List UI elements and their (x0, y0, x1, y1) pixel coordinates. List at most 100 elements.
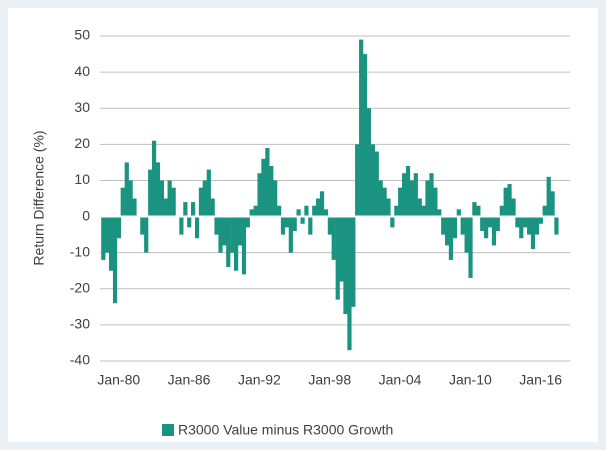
y-tick-label: 40 (74, 63, 90, 79)
bar (476, 205, 481, 217)
bar (519, 216, 524, 239)
bar (124, 162, 129, 217)
bar (409, 180, 415, 217)
bar (284, 216, 289, 228)
bar (269, 166, 274, 217)
x-tick-label: Jan-10 (449, 372, 492, 388)
bar (487, 216, 493, 228)
bar (382, 187, 387, 217)
y-tick-label: 0 (82, 207, 90, 223)
bar (280, 216, 286, 235)
bar (401, 173, 407, 217)
bar (237, 216, 243, 246)
bar (374, 151, 379, 217)
bar (304, 205, 309, 217)
bar (343, 216, 348, 315)
bar (437, 209, 442, 217)
bar (355, 144, 360, 217)
bar (480, 216, 485, 231)
bar (484, 216, 489, 239)
y-tick-label: -10 (70, 243, 90, 259)
bar (140, 216, 145, 235)
bar (441, 216, 446, 235)
y-tick-label: -20 (70, 279, 90, 295)
bar (194, 216, 200, 239)
bar (425, 180, 430, 217)
bar (542, 205, 547, 217)
bar (527, 216, 532, 235)
bar (151, 140, 157, 217)
bar (359, 39, 364, 217)
bar (421, 205, 426, 217)
bar (292, 216, 297, 231)
bar (390, 216, 395, 228)
bar (511, 198, 516, 217)
bar (159, 180, 165, 217)
bar (273, 180, 278, 217)
bar (331, 216, 336, 260)
x-tick-label: Jan-04 (379, 372, 422, 388)
bar (464, 216, 469, 253)
bar (530, 216, 536, 250)
y-tick-label: 10 (74, 171, 90, 187)
bar (370, 144, 375, 217)
y-tick-label: 20 (74, 135, 90, 151)
bar (499, 205, 504, 217)
legend-swatch (162, 424, 174, 436)
bar (460, 216, 465, 235)
bar (429, 173, 434, 217)
bar (507, 184, 512, 217)
bar (132, 198, 137, 217)
bar (155, 162, 161, 217)
bar (316, 198, 321, 217)
bar (351, 216, 356, 307)
bar (452, 216, 458, 239)
bar (108, 216, 114, 271)
bar (394, 205, 399, 217)
bar (277, 205, 282, 217)
bar (327, 216, 332, 235)
bar (202, 180, 207, 217)
bar (433, 187, 438, 217)
bar (148, 169, 153, 217)
bar (491, 216, 497, 246)
x-tick-label: Jan-98 (308, 372, 351, 388)
bar (448, 216, 454, 260)
bar (144, 216, 149, 253)
bar (206, 169, 211, 217)
x-tick-label: Jan-80 (97, 372, 140, 388)
y-tick-label: -40 (70, 352, 90, 368)
bar (261, 158, 266, 217)
bar (398, 187, 403, 217)
bar (214, 216, 219, 235)
bar (386, 198, 391, 217)
bar (550, 191, 555, 217)
y-axis-label: Return Difference (%) (31, 130, 47, 265)
bar (265, 147, 270, 217)
bar (534, 216, 540, 235)
bar (112, 216, 118, 304)
bar (413, 173, 418, 217)
bar (218, 216, 223, 253)
bar (241, 216, 247, 275)
bar (105, 216, 110, 253)
bar (183, 202, 188, 217)
bar (308, 216, 313, 235)
bar (210, 198, 215, 217)
bar (339, 216, 344, 282)
bar (230, 216, 235, 253)
bar (253, 205, 258, 217)
bar (226, 216, 231, 268)
bar (378, 180, 383, 217)
bar (362, 54, 368, 217)
bar (296, 209, 301, 217)
bar (319, 191, 325, 217)
bar (546, 176, 551, 217)
bar (417, 198, 422, 217)
bar (300, 216, 305, 224)
x-tick-label: Jan-86 (168, 372, 211, 388)
bar (323, 209, 329, 217)
bar (245, 216, 250, 228)
bar (234, 216, 239, 271)
